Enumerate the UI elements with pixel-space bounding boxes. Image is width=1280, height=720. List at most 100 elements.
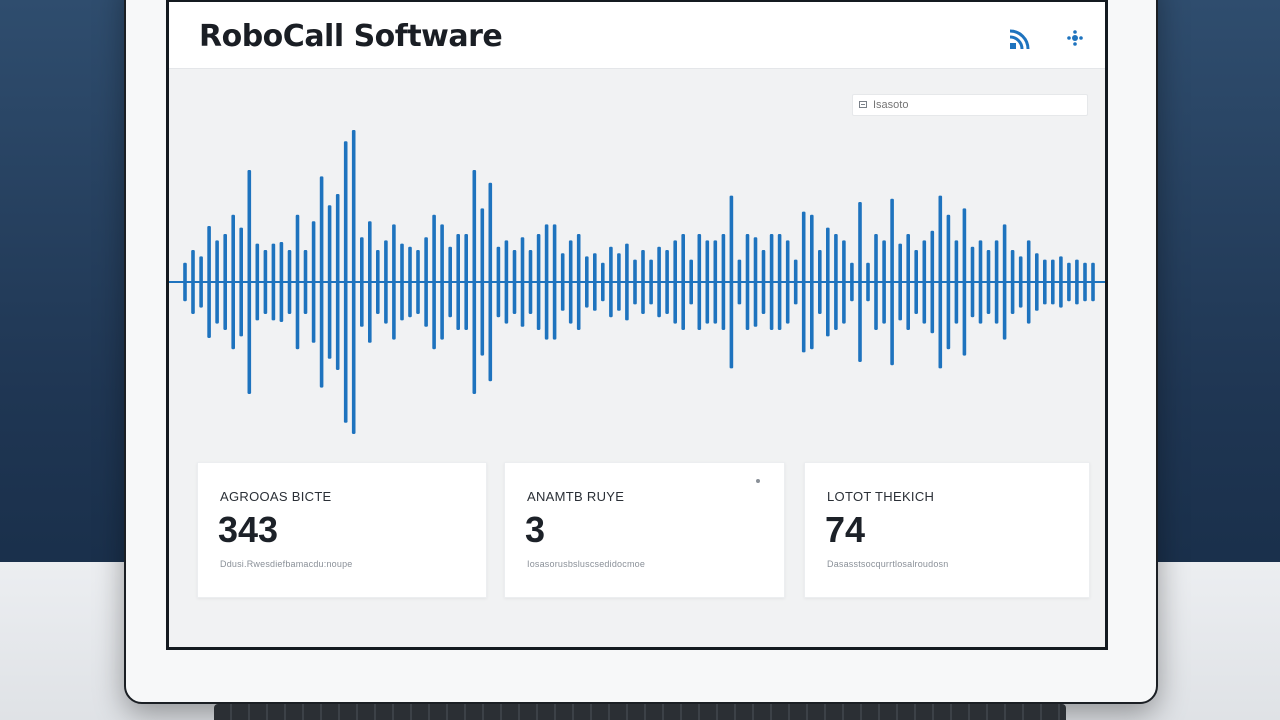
waveform-bar — [263, 250, 268, 314]
waveform-bar — [440, 224, 444, 340]
waveform-bar — [673, 240, 677, 324]
waveform-bar — [1091, 262, 1095, 302]
waveform-bar — [882, 240, 886, 324]
waveform-bar — [890, 198, 894, 366]
stat-card-3[interactable]: LOTOT THEKICH 74 Dasasstsocqurrtlosalrou… — [804, 462, 1090, 598]
waveform-bar — [560, 253, 565, 311]
signal-icon[interactable] — [1007, 24, 1035, 52]
waveform-bar — [287, 250, 292, 314]
waveform-bar — [922, 240, 927, 324]
waveform-bar — [504, 240, 509, 324]
waveform-bar — [376, 250, 380, 314]
waveform-bar — [416, 250, 420, 314]
waveform-bar — [681, 234, 685, 330]
waveform-bar — [818, 250, 822, 314]
waveform-bar — [231, 214, 235, 350]
waveform-bar — [769, 234, 774, 330]
search-icon — [859, 101, 867, 108]
waveform-bar — [456, 234, 460, 330]
stat-card-label: AGROOAS BICTE — [220, 489, 332, 504]
settings-icon[interactable] — [1061, 24, 1089, 52]
waveform-bar — [858, 202, 862, 362]
waveform-bar — [343, 141, 348, 423]
waveform-bar — [930, 230, 935, 334]
audio-waveform — [169, 130, 1105, 434]
waveform-bar — [408, 246, 412, 318]
waveform-bar — [962, 208, 967, 356]
waveform-bar — [303, 250, 308, 314]
stat-card-caption: Ddusi.Rwesdiefbamacdu:noupe — [220, 559, 353, 569]
waveform-bar — [400, 243, 404, 321]
waveform-bar — [271, 243, 276, 321]
waveform-bar — [424, 237, 428, 327]
waveform-bar — [601, 262, 605, 302]
stat-card-2[interactable]: ANAMTB RUYE 3 Iosasorusbsluscsedidocmoe — [504, 462, 785, 598]
search-field[interactable] — [852, 94, 1088, 116]
waveform-bar — [536, 234, 541, 330]
waveform-bar — [793, 259, 798, 305]
waveform-bar — [279, 242, 284, 322]
waveform-bar — [1075, 259, 1079, 305]
waveform-bar — [617, 253, 621, 311]
waveform-bar — [512, 250, 517, 314]
stat-card-caption: Dasasstsocqurrtlosalroudosn — [827, 559, 949, 569]
waveform-bar — [1083, 262, 1087, 302]
waveform-bar — [866, 262, 870, 302]
waveform-bar — [705, 240, 710, 324]
waveform-bar — [1018, 256, 1023, 308]
waveform-bar — [842, 240, 846, 324]
waveform-bar — [392, 224, 396, 340]
waveform-bar — [223, 234, 227, 330]
waveform-bar — [255, 243, 260, 321]
stat-card-label: ANAMTB RUYE — [527, 489, 625, 504]
stat-card-caption: Iosasorusbsluscsedidocmoe — [527, 559, 646, 569]
waveform-bar — [697, 234, 702, 330]
waveform-bar — [665, 250, 669, 314]
waveform-bar — [898, 243, 902, 321]
waveform-bar — [729, 195, 734, 369]
waveform-bar — [850, 262, 854, 302]
laptop-keyboard — [214, 704, 1066, 720]
waveform-bar — [311, 221, 316, 343]
waveform-bar — [657, 246, 661, 318]
waveform-bar — [191, 250, 195, 314]
waveform-bar — [528, 250, 533, 314]
waveform-bar — [761, 250, 766, 314]
card-menu-dot-icon[interactable] — [756, 479, 760, 483]
waveform-bar — [351, 130, 356, 434]
waveform-bar — [552, 224, 557, 340]
waveform-bar — [1010, 250, 1015, 314]
waveform-bar — [978, 240, 983, 324]
waveform-bar — [1059, 256, 1063, 308]
waveform-bar — [295, 214, 300, 350]
waveform-bar — [834, 234, 838, 330]
waveform-bar — [199, 256, 203, 308]
stat-card-value: 343 — [218, 509, 279, 550]
waveform-bar — [954, 240, 959, 324]
waveform-bar — [207, 226, 211, 338]
waveform-bar — [874, 234, 878, 330]
waveform-bar — [1067, 262, 1071, 302]
waveform-bar — [368, 221, 372, 343]
waveform-bar — [360, 237, 364, 327]
waveform-bar — [713, 240, 718, 324]
waveform-bar — [753, 237, 758, 327]
waveform-bar — [335, 194, 340, 370]
waveform-bar — [649, 259, 653, 305]
waveform-bar — [464, 234, 468, 330]
waveform-bar — [1026, 240, 1031, 324]
waveform-bar — [576, 234, 581, 330]
waveform-bar — [689, 259, 693, 305]
waveform-bar — [938, 195, 943, 369]
waveform-bar — [970, 246, 975, 318]
waveform-bar — [826, 227, 830, 337]
stat-card-label: LOTOT THEKICH — [827, 489, 935, 504]
stat-card-value: 3 — [525, 509, 546, 550]
waveform-bar — [986, 250, 991, 314]
app-title: RoboCall Software — [199, 19, 503, 54]
search-input[interactable] — [873, 97, 1073, 113]
waveform-bar — [745, 234, 750, 330]
waveform-bar — [810, 214, 814, 350]
stat-card-1[interactable]: AGROOAS BICTE 343 Ddusi.Rwesdiefbamacdu:… — [197, 462, 487, 598]
waveform-bar — [1002, 224, 1007, 340]
